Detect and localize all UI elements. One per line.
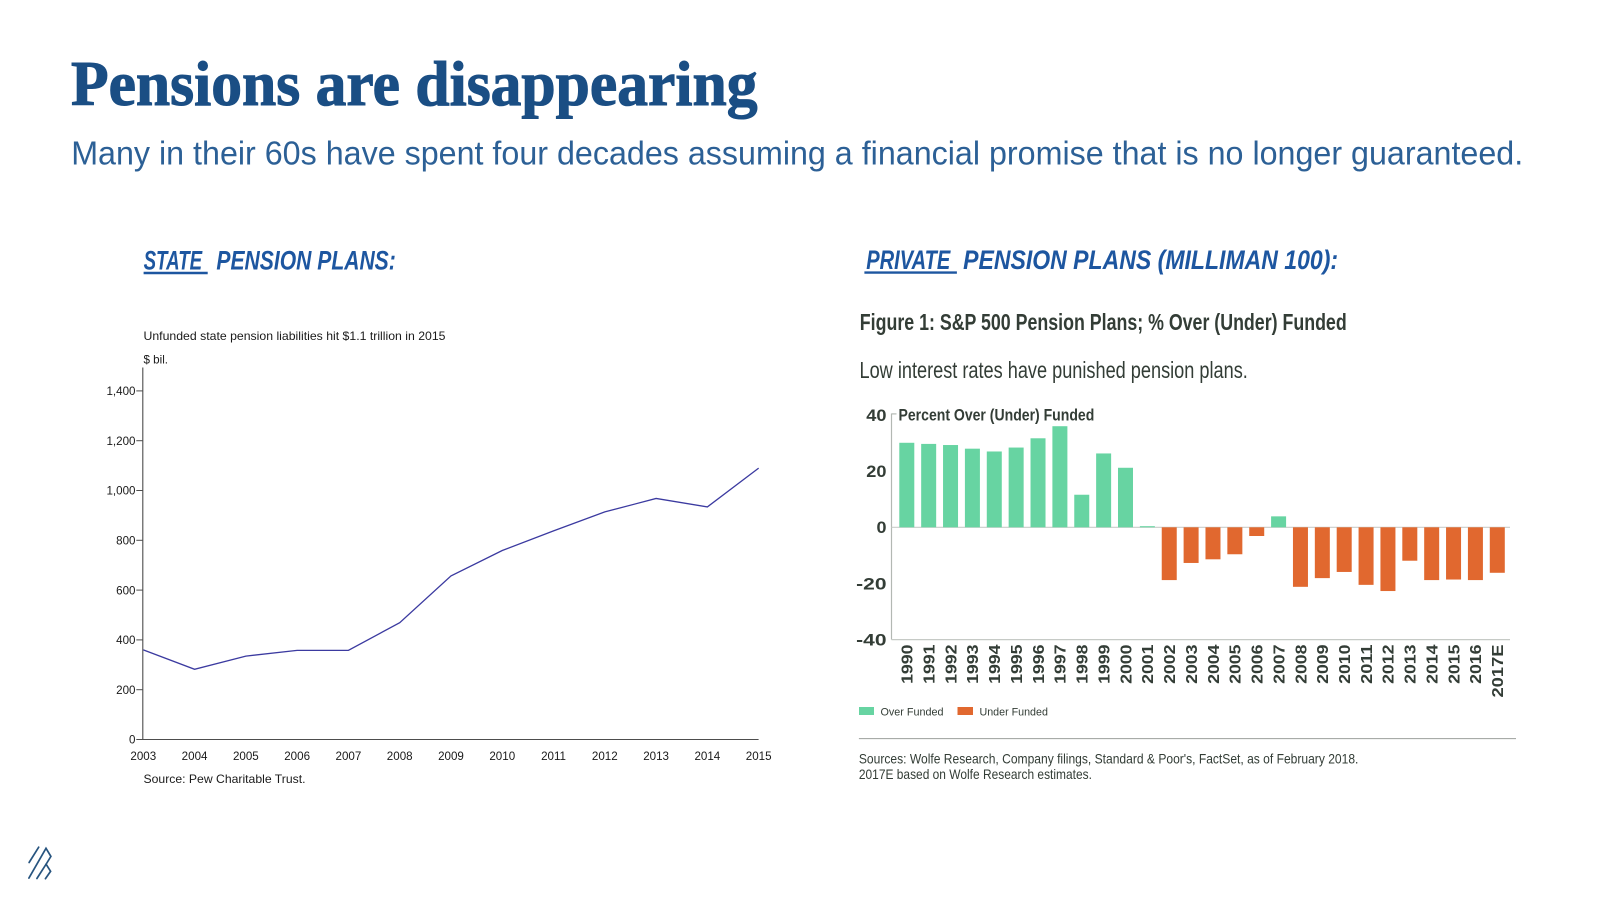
svg-text:1992: 1992 [943,644,960,684]
svg-text:$ bil.: $ bil. [144,354,169,367]
svg-text:2010: 2010 [489,750,515,763]
svg-text:1997: 1997 [1053,644,1070,684]
svg-text:1,000: 1,000 [106,485,135,498]
svg-text:2017E: 2017E [1490,644,1507,697]
svg-text:1996: 1996 [1031,644,1048,684]
svg-text:2014: 2014 [1424,644,1441,684]
svg-text:Under Funded: Under Funded [980,707,1048,719]
svg-text:1999: 1999 [1096,644,1113,684]
svg-text:0: 0 [129,734,135,747]
svg-text:1991: 1991 [921,644,938,684]
svg-text:2008: 2008 [387,750,413,763]
svg-text:-20: -20 [856,575,886,593]
svg-text:2005: 2005 [1228,644,1245,684]
svg-text:2001: 2001 [1140,644,1157,684]
svg-text:Figure 1: S&P 500 Pension Plan: Figure 1: S&P 500 Pension Plans; % Over … [860,309,1347,335]
svg-text:2013: 2013 [643,750,669,763]
svg-text:200: 200 [116,684,135,697]
svg-text:800: 800 [116,535,135,548]
svg-text:Many in their 60s have spent f: Many in their 60s have spent four decade… [71,135,1523,172]
svg-text:PENSION PLANS (MILLIMAN 100):: PENSION PLANS (MILLIMAN 100): [963,244,1338,275]
svg-text:2013: 2013 [1403,644,1420,684]
svg-text:Percent Over (Under) Funded: Percent Over (Under) Funded [899,407,1095,425]
svg-text:400: 400 [116,634,135,647]
svg-text:2011: 2011 [1359,644,1376,684]
svg-text:Pensions are disappearing: Pensions are disappearing [71,48,758,119]
svg-text:1,200: 1,200 [106,435,135,448]
svg-text:1990: 1990 [900,644,917,684]
svg-text:2007: 2007 [336,750,362,763]
svg-text:0: 0 [877,519,887,537]
svg-text:2009: 2009 [1315,644,1332,684]
svg-text:2010: 2010 [1337,644,1354,684]
svg-text:2015: 2015 [746,750,772,763]
svg-text:1998: 1998 [1075,644,1092,684]
svg-text:Source: Pew Charitable Trust.: Source: Pew Charitable Trust. [144,773,306,786]
svg-text:1993: 1993 [965,644,982,684]
svg-text:2017E based on Wolfe Research: 2017E based on Wolfe Research estimates. [859,767,1092,782]
svg-text:2009: 2009 [438,750,464,763]
svg-text:1995: 1995 [1009,644,1026,684]
svg-text:Low interest rates have punish: Low interest rates have punished pension… [860,357,1248,383]
svg-text:2006: 2006 [284,750,310,763]
svg-text:2003: 2003 [130,750,156,763]
svg-text:2014: 2014 [694,750,720,763]
svg-text:Sources: Wolfe Research, Compa: Sources: Wolfe Research, Company filings… [859,751,1359,766]
svg-text:1,400: 1,400 [106,385,135,398]
svg-text:2000: 2000 [1118,644,1135,684]
svg-text:2008: 2008 [1293,644,1310,684]
svg-text:STATE: STATE [144,245,203,276]
svg-text:2011: 2011 [541,750,566,763]
svg-text:40: 40 [866,407,886,425]
svg-text:PENSION PLANS:: PENSION PLANS: [216,245,395,276]
svg-text:-40: -40 [856,631,886,649]
svg-text:2007: 2007 [1271,644,1288,684]
svg-text:2012: 2012 [1381,644,1398,684]
svg-text:2005: 2005 [233,750,259,763]
svg-text:2004: 2004 [182,750,208,763]
svg-text:PRIVATE: PRIVATE [866,244,951,275]
svg-text:600: 600 [116,584,135,597]
svg-text:2015: 2015 [1446,644,1463,684]
svg-text:2016: 2016 [1468,644,1485,684]
svg-text:2002: 2002 [1162,644,1179,684]
svg-text:2006: 2006 [1250,644,1267,684]
svg-text:2012: 2012 [592,750,618,763]
svg-text:Over Funded: Over Funded [881,707,944,719]
svg-text:2004: 2004 [1206,644,1223,684]
svg-text:1994: 1994 [987,644,1004,684]
svg-text:20: 20 [866,463,886,481]
svg-text:Unfunded state pension liabili: Unfunded state pension liabilities hit $… [144,330,446,343]
svg-text:2003: 2003 [1184,644,1201,684]
